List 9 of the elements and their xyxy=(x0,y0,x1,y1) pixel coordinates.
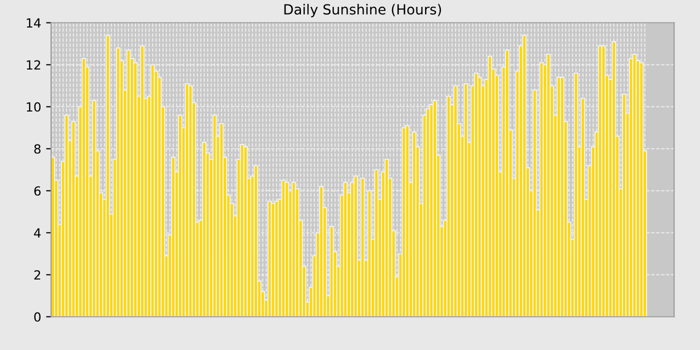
y-tick-label: 2 xyxy=(34,270,40,280)
y-tick-label: 8 xyxy=(34,144,41,154)
y-tick-label: 14 xyxy=(26,18,41,28)
y-tick-label: 6 xyxy=(34,186,41,196)
y-tick-label: 4 xyxy=(34,228,41,238)
y-tick-label: 10 xyxy=(26,102,41,112)
y-tick-label: 0 xyxy=(34,312,41,322)
y-tick-label: 12 xyxy=(26,60,40,70)
chart-title: Daily Sunshine (Hours) xyxy=(284,4,441,18)
